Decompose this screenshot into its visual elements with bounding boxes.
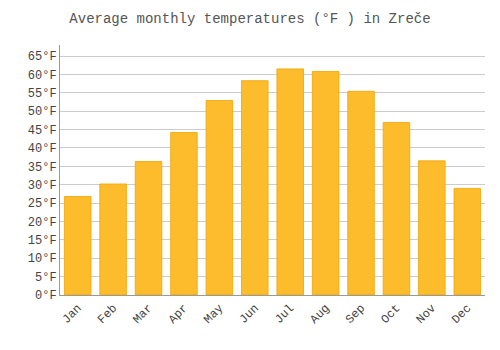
svg-text:Jun: Jun: [237, 302, 262, 327]
svg-text:60°F: 60°F: [28, 69, 57, 83]
svg-text:5°F: 5°F: [35, 271, 57, 285]
svg-text:Average monthly temperatures (: Average monthly temperatures (°F ) in Zr…: [69, 11, 430, 27]
svg-text:May: May: [201, 302, 226, 327]
svg-text:Mar: Mar: [130, 302, 155, 327]
svg-text:0°F: 0°F: [35, 289, 57, 303]
svg-text:Sep: Sep: [343, 302, 368, 327]
svg-text:20°F: 20°F: [28, 216, 57, 230]
svg-text:45°F: 45°F: [28, 124, 57, 138]
svg-text:Feb: Feb: [95, 302, 120, 327]
svg-text:10°F: 10°F: [28, 252, 57, 266]
svg-text:30°F: 30°F: [28, 179, 57, 193]
svg-text:15°F: 15°F: [28, 234, 57, 248]
svg-text:55°F: 55°F: [28, 87, 57, 101]
svg-text:35°F: 35°F: [28, 161, 57, 175]
svg-text:40°F: 40°F: [28, 142, 57, 156]
svg-text:Oct: Oct: [378, 302, 403, 327]
svg-text:Dec: Dec: [449, 302, 474, 327]
svg-text:25°F: 25°F: [28, 197, 57, 211]
svg-text:Jan: Jan: [60, 302, 85, 327]
svg-text:Aug: Aug: [308, 302, 333, 327]
svg-text:65°F: 65°F: [28, 50, 57, 64]
svg-text:50°F: 50°F: [28, 105, 57, 119]
svg-text:Jul: Jul: [272, 302, 297, 327]
svg-text:Nov: Nov: [414, 302, 439, 327]
svg-text:Apr: Apr: [166, 302, 191, 327]
